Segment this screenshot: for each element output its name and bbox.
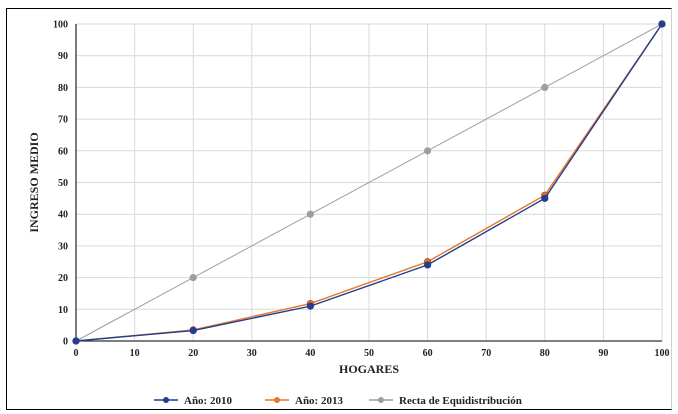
legend-label-3: Recta de Equidistribución bbox=[399, 395, 522, 407]
x-tick-label: 80 bbox=[540, 348, 550, 359]
series-3-point bbox=[306, 210, 314, 218]
chart-frame bbox=[6, 8, 672, 410]
x-tick-label: 10 bbox=[130, 348, 140, 359]
series-1-point bbox=[306, 302, 314, 310]
y-tick-label: 40 bbox=[58, 210, 68, 221]
series-3-point bbox=[423, 147, 432, 155]
series-3-point bbox=[541, 83, 549, 92]
x-tick-label: 30 bbox=[247, 348, 257, 359]
series-1-point bbox=[658, 20, 666, 28]
series-layer bbox=[72, 20, 666, 345]
series-line-3 bbox=[75, 23, 663, 342]
series-1-point bbox=[541, 194, 549, 202]
legend-marker-3 bbox=[378, 397, 384, 403]
series-1-point bbox=[189, 326, 197, 335]
x-tick-label: 40 bbox=[305, 348, 315, 359]
legend: Año: 2010 Año: 2013 Recta de Equidistribuc… bbox=[154, 395, 522, 407]
legend-label-2: Año: 2013 bbox=[295, 395, 343, 407]
series-3-point bbox=[189, 273, 197, 282]
y-tick-label: 0 bbox=[63, 337, 68, 348]
legend-label-1: Año: 2010 bbox=[184, 395, 232, 407]
tick-labels: 0 10 20 30 40 50 60 70 80 90 100 0 10 20 30 40 50 60 70 80 9… bbox=[53, 20, 670, 360]
x-tick-label: 100 bbox=[655, 348, 670, 359]
x-tick-label: 20 bbox=[188, 348, 198, 359]
series-line-1 bbox=[75, 23, 663, 342]
legend-marker-2 bbox=[274, 397, 280, 403]
x-axis-title: HOGARES bbox=[339, 362, 399, 376]
x-tick-label: 90 bbox=[598, 348, 608, 359]
x-tick-label: 60 bbox=[423, 348, 433, 359]
axes bbox=[75, 24, 662, 342]
series-1-point bbox=[423, 261, 432, 269]
y-tick-label: 10 bbox=[58, 305, 68, 316]
legend-marker-1 bbox=[163, 397, 169, 403]
y-tick-label: 80 bbox=[58, 83, 68, 94]
y-tick-label: 60 bbox=[58, 146, 68, 157]
x-tick-label: 0 bbox=[74, 348, 79, 359]
y-tick-label: 100 bbox=[53, 20, 68, 31]
y-tick-label: 70 bbox=[58, 115, 68, 126]
y-tick-label: 90 bbox=[58, 51, 68, 62]
x-tick-label: 50 bbox=[364, 348, 374, 359]
y-tick-label: 50 bbox=[58, 178, 68, 189]
series-1-point bbox=[72, 337, 80, 345]
x-tick-label: 70 bbox=[481, 348, 491, 359]
y-axis-title: INGRESO MEDIO bbox=[27, 132, 41, 232]
y-tick-label: 30 bbox=[58, 241, 68, 252]
y-tick-label: 20 bbox=[58, 273, 68, 284]
